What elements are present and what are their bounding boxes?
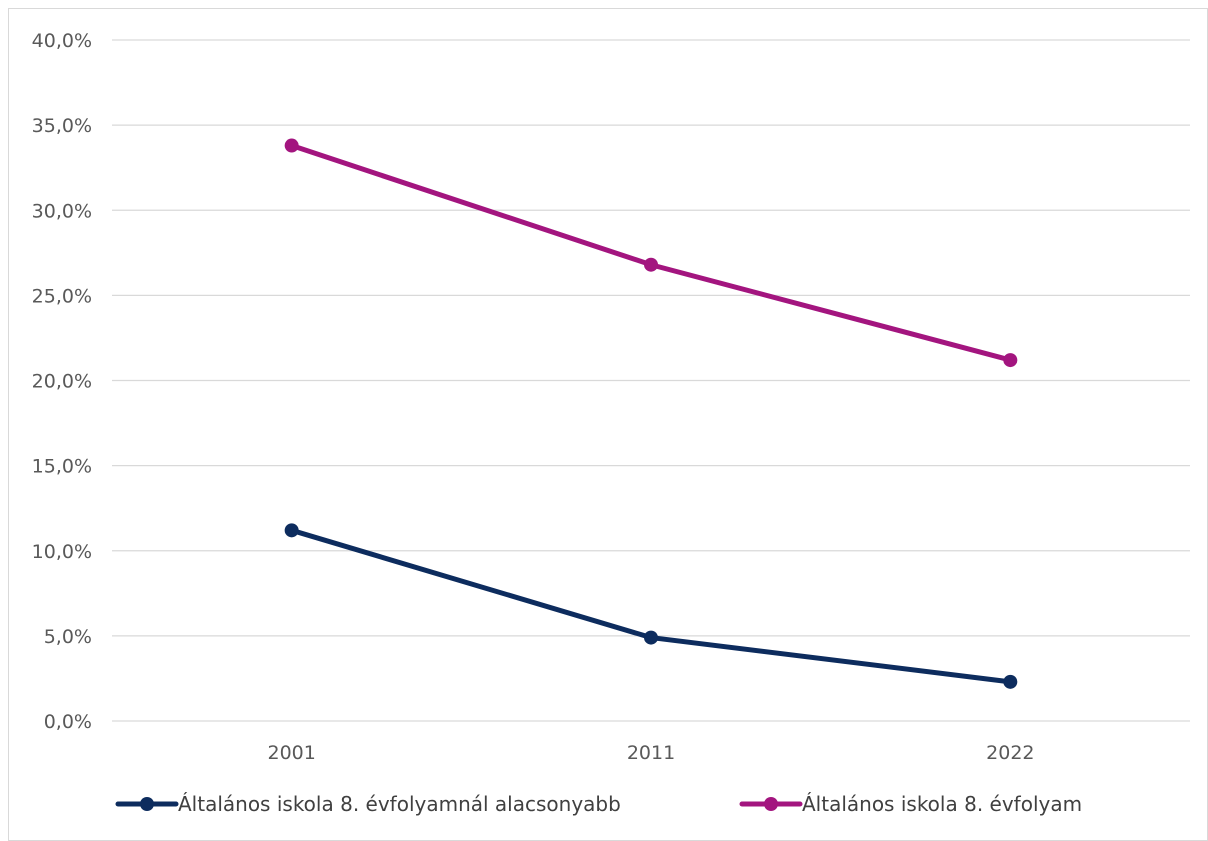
- legend-label: Általános iskola 8. évfolyamnál alacsony…: [178, 792, 621, 816]
- data-point: [284, 138, 299, 153]
- y-tick-label: 25,0%: [32, 285, 92, 307]
- series-line: [289, 527, 1013, 685]
- data-point: [644, 257, 658, 272]
- y-tick-label: 20,0%: [32, 371, 92, 393]
- x-tick-label: 2022: [986, 742, 1034, 764]
- legend-label: Általános iskola 8. évfolyam: [802, 792, 1082, 816]
- x-tick-label: 2001: [267, 742, 315, 764]
- data-point: [1003, 674, 1018, 689]
- data-point: [644, 630, 658, 645]
- series-0: [284, 523, 1018, 689]
- y-tick-label: 30,0%: [32, 200, 92, 222]
- series-line: [289, 143, 1013, 363]
- legend-item: Általános iskola 8. évfolyam: [739, 792, 1082, 816]
- gridlines: [112, 39, 1190, 722]
- y-axis-tick-labels: 0,0% 5,0% 10,0% 15,0% 20,0% 25,0% 30,0% 35,0% 40…: [32, 30, 92, 733]
- legend-marker: [764, 797, 778, 811]
- data-point: [284, 523, 299, 538]
- series-1: [284, 138, 1018, 368]
- legend-marker: [140, 797, 154, 811]
- data-point: [1003, 353, 1018, 368]
- y-tick-label: 40,0%: [32, 30, 92, 52]
- legend: Általános iskola 8. évfolyamnál alacsony…: [115, 792, 1082, 816]
- y-tick-label: 15,0%: [32, 456, 92, 478]
- x-axis-tick-labels: 2001 2011 2022: [267, 742, 1034, 764]
- x-tick-label: 2011: [627, 742, 675, 764]
- y-tick-label: 10,0%: [32, 541, 92, 563]
- y-tick-label: 0,0%: [44, 711, 92, 733]
- chart-frame: [8, 8, 1208, 841]
- y-tick-label: 35,0%: [32, 115, 92, 137]
- series-lines: [284, 138, 1018, 689]
- legend-item: Általános iskola 8. évfolyamnál alacsony…: [115, 792, 621, 816]
- y-tick-label: 5,0%: [44, 626, 92, 648]
